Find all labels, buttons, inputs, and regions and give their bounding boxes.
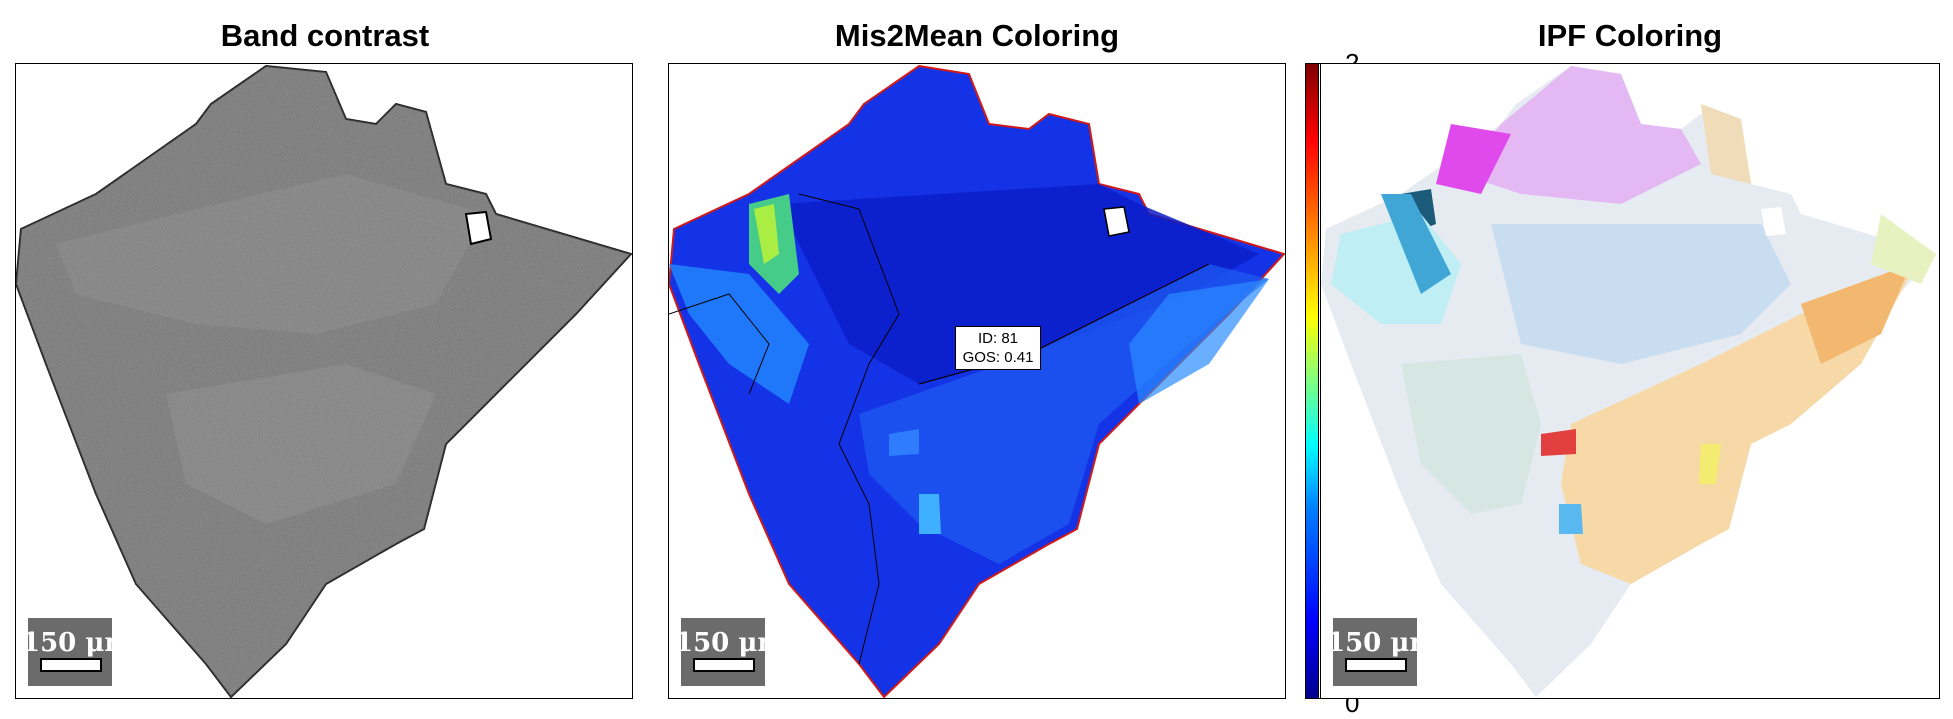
scale-bar-label: 150 μm	[681, 628, 765, 658]
grain-id-label: ID: 81	[977, 330, 1019, 347]
scale-bar: 150 μm	[681, 618, 765, 686]
scale-bar-line	[693, 658, 755, 672]
band-contrast-image	[16, 64, 632, 698]
ipf-map: 150 μm	[1320, 63, 1940, 699]
grain-tooltip: ID: 81 GOS: 0.41	[955, 326, 1041, 370]
ipf-image	[1321, 66, 1936, 697]
mis2mean-image	[669, 64, 1285, 698]
mis2mean-title: Mis2Mean Coloring	[834, 18, 1120, 53]
ipf-title: IPF Coloring	[1537, 18, 1723, 53]
scale-bar: 150 μm	[28, 618, 112, 686]
band-contrast-title: Band contrast	[220, 18, 430, 53]
scale-bar-label: 150 μm	[1333, 628, 1417, 658]
scale-bar-line	[40, 658, 102, 672]
band-contrast-map: 150 μm	[15, 63, 633, 699]
mis2mean-map: 150 μm	[668, 63, 1286, 699]
scale-bar-label: 150 μm	[28, 628, 112, 658]
grain-gos-label: GOS: 0.41	[962, 349, 1034, 366]
colorbar	[1305, 63, 1319, 699]
scale-bar-line	[1345, 658, 1407, 672]
scale-bar: 150 μm	[1333, 618, 1417, 686]
